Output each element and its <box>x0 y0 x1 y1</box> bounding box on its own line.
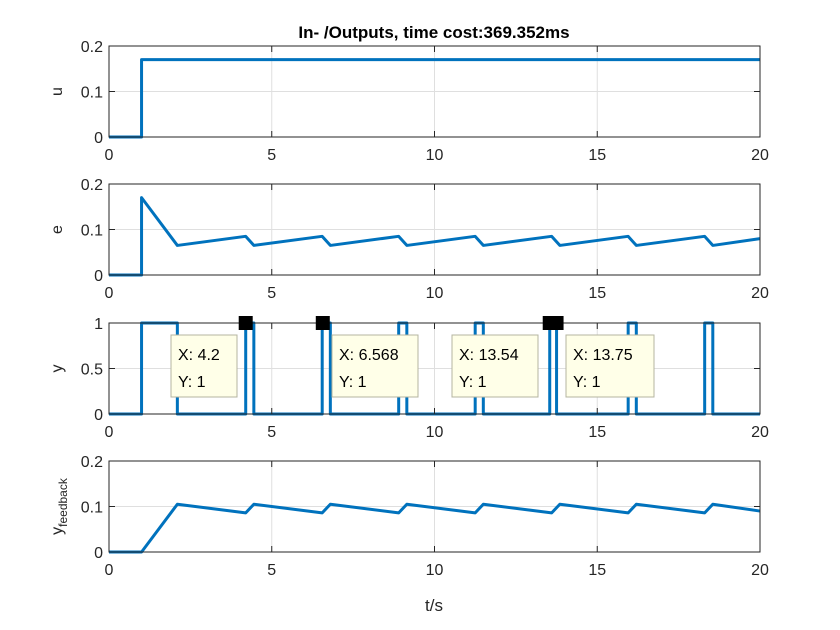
x-tick-label: 10 <box>426 424 444 441</box>
datatip-x-text: X: 13.75 <box>573 347 633 364</box>
x-tick-label: 20 <box>751 147 769 164</box>
datatip-box <box>565 334 655 398</box>
x-tick-label: 10 <box>426 562 444 579</box>
x-tick-label: 15 <box>588 147 606 164</box>
x-axis-label: t/s <box>425 596 443 615</box>
subplot-1: 0 5 10 15 20 0 0.1 0.2 u <box>49 39 769 164</box>
datatip-marker[interactable] <box>238 316 253 330</box>
datatip-marker[interactable] <box>315 316 330 330</box>
datatip-y-text: Y: 1 <box>178 374 206 391</box>
y-tick-label: 0.1 <box>81 500 103 517</box>
y-axis-label: e <box>49 225 66 234</box>
datatip-box <box>331 334 419 398</box>
y-tick-label: 0.5 <box>81 362 103 379</box>
y-tick-label: 0.1 <box>81 85 103 102</box>
x-tick-label: 5 <box>267 562 276 579</box>
y-tick-label: 0 <box>94 407 103 424</box>
x-tick-label: 0 <box>105 562 114 579</box>
x-tick-label: 10 <box>426 285 444 302</box>
subplot-4: 0 5 10 15 20 0 0.1 0.2 yfeedback <box>49 454 769 579</box>
x-tick-label: 15 <box>588 424 606 441</box>
y-tick-label: 0 <box>94 545 103 562</box>
datatip[interactable]: X: 13.75 Y: 1 <box>549 316 655 398</box>
datatip-marker[interactable] <box>549 316 564 330</box>
datatip-box <box>451 334 539 398</box>
x-tick-label: 0 <box>105 285 114 302</box>
series-line <box>109 502 761 554</box>
x-tick-label: 5 <box>267 147 276 164</box>
datatip[interactable]: X: 13.54 Y: 1 <box>451 316 557 398</box>
x-tick-label: 10 <box>426 147 444 164</box>
x-tick-label: 15 <box>588 285 606 302</box>
x-tick-label: 20 <box>751 424 769 441</box>
datatip-box <box>170 334 238 398</box>
series-line <box>109 196 761 277</box>
x-tick-label: 0 <box>105 424 114 441</box>
x-tick-label: 5 <box>267 285 276 302</box>
figure-title: In- /Outputs, time cost:369.352ms <box>298 23 569 42</box>
x-tick-label: 15 <box>588 562 606 579</box>
y-tick-label: 0 <box>94 268 103 285</box>
datatip-y-text: Y: 1 <box>459 374 487 391</box>
datatip[interactable]: X: 4.2 Y: 1 <box>170 316 253 398</box>
subplot-2: 0 5 10 15 20 0 0.1 0.2 e <box>49 177 769 302</box>
y-tick-label: 1 <box>94 316 103 333</box>
datatip[interactable]: X: 6.568 Y: 1 <box>315 316 419 398</box>
y-tick-label: 0.2 <box>81 454 103 471</box>
x-tick-label: 5 <box>267 424 276 441</box>
datatip-x-text: X: 13.54 <box>459 347 519 364</box>
y-tick-label: 0.2 <box>81 177 103 194</box>
x-tick-label: 20 <box>751 285 769 302</box>
datatip-x-text: X: 6.568 <box>339 347 399 364</box>
y-axis-label: y <box>49 365 66 373</box>
datatip-x-text: X: 4.2 <box>178 347 220 364</box>
y-axis-label: yfeedback <box>49 477 70 535</box>
x-tick-label: 0 <box>105 147 114 164</box>
datatip-y-text: Y: 1 <box>573 374 601 391</box>
x-tick-label: 20 <box>751 562 769 579</box>
y-tick-label: 0.2 <box>81 39 103 56</box>
datatip-y-text: Y: 1 <box>339 374 367 391</box>
y-tick-label: 0 <box>94 130 103 147</box>
y-axis-label: u <box>49 87 66 96</box>
y-tick-label: 0.1 <box>81 223 103 240</box>
